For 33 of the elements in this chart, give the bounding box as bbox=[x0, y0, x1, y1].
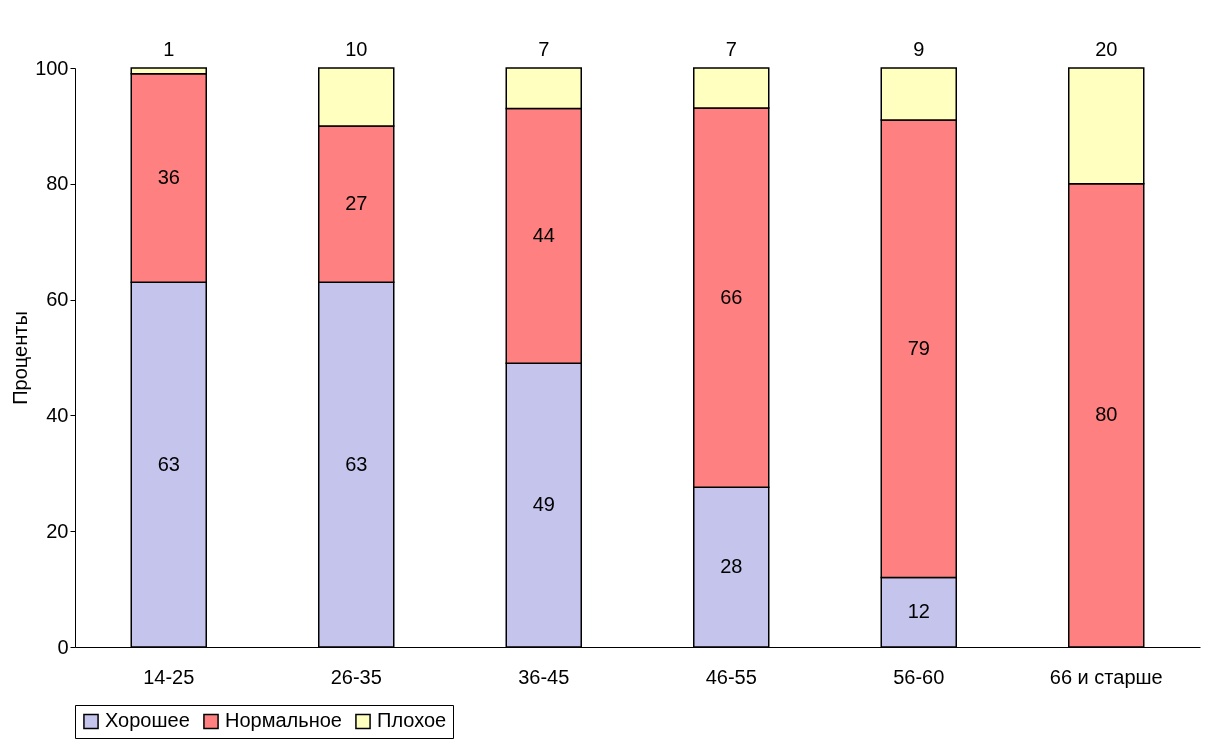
data-label: 20 bbox=[1095, 38, 1118, 60]
data-label: 7 bbox=[725, 38, 737, 60]
data-label: 49 bbox=[532, 493, 555, 516]
data-label: 79 bbox=[907, 336, 930, 359]
data-label: 44 bbox=[532, 223, 555, 246]
data-label: 9 bbox=[913, 38, 925, 60]
data-label: 7 bbox=[538, 38, 550, 60]
data-label: 12 bbox=[907, 600, 930, 623]
data-label: 28 bbox=[720, 555, 743, 578]
data-label: 66 bbox=[720, 285, 743, 308]
data-label: 1 bbox=[163, 38, 175, 60]
y-tick-label: 100 bbox=[35, 56, 69, 79]
y-tick-label: 60 bbox=[46, 288, 69, 311]
x-tick-label: 36-45 bbox=[518, 665, 570, 688]
legend-label: Плохое bbox=[377, 709, 447, 732]
legend-label: Хорошее bbox=[105, 709, 190, 732]
y-tick-label: 40 bbox=[46, 403, 69, 426]
y-tick-label: 20 bbox=[46, 519, 69, 542]
x-tick-label: 66 и старше bbox=[1049, 665, 1163, 688]
y-tick-label: 80 bbox=[46, 172, 69, 195]
x-tick-label: 14-25 bbox=[143, 665, 195, 688]
y-tick-label: 0 bbox=[57, 635, 69, 658]
x-tick-label: 26-35 bbox=[330, 665, 382, 688]
data-label: 80 bbox=[1095, 403, 1118, 426]
legend-label: Нормальное bbox=[225, 709, 342, 732]
x-tick-label: 46-55 bbox=[705, 665, 757, 688]
data-label: 27 bbox=[345, 192, 368, 215]
data-label: 63 bbox=[345, 452, 368, 475]
data-label: 10 bbox=[345, 38, 368, 60]
x-tick-label: 56-60 bbox=[893, 665, 945, 688]
data-label: 36 bbox=[157, 166, 180, 189]
data-label: 63 bbox=[157, 452, 180, 475]
y-axis-title: Проценты bbox=[9, 311, 32, 405]
